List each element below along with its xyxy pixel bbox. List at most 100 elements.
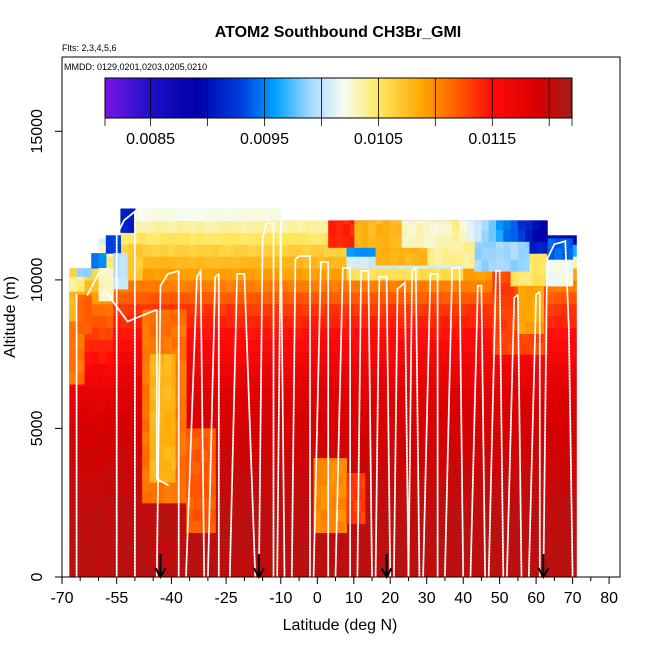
curtain-cell [441,481,450,495]
curtain-overlay-cell [171,458,176,471]
curtain-cell [69,398,78,412]
curtain-cell [211,327,220,340]
curtain-cell [361,244,369,257]
curtain-cell [262,458,271,471]
colorbar-segment [410,78,413,118]
curtain-overlay-cell [342,484,347,498]
curtain-cell [182,232,191,245]
curtain-cell [463,481,472,495]
curtain-cell [485,327,493,340]
curtain-cell [477,268,486,281]
curtain-cell [302,386,311,400]
curtain-cell [419,517,428,531]
curtain-overlay-cell [193,428,202,438]
curtain-cell [83,458,92,471]
curtain-cell [368,446,377,459]
colorbar-segment [416,78,419,118]
colorbar-segment [478,78,482,118]
curtain-overlay-cell [149,363,158,376]
curtain-overlay-cell [328,473,337,486]
curtain-cell [554,363,563,376]
curtain-cell [76,505,85,519]
curtain-cell [189,244,198,257]
curtain-overlay-cell [76,297,85,311]
flight-track [155,269,180,577]
curtain-cell [368,244,377,257]
curtain-cell [521,458,530,471]
curtain-cell [368,268,377,281]
curtain-cell [196,208,205,221]
curtain-cell [295,351,304,364]
curtain-cell [134,422,140,435]
curtain-cell [233,363,242,376]
colorbar-segment [334,78,338,118]
curtain-cell [295,244,304,257]
curtain-cell [145,291,154,305]
curtain-overlay-cell [142,443,151,456]
curtain-cell [554,470,563,483]
curtain-overlay-cell [164,386,172,400]
flight-track [86,267,111,296]
curtain-cell [397,422,406,435]
curtain-overlay-cell [156,410,165,424]
curtain-cell [226,208,234,221]
curtain-cell [463,458,472,471]
colorbar-segment [157,78,160,118]
curtain-overlay-cell [525,309,534,323]
curtain-cell [226,339,234,352]
curtain-cell [295,374,304,388]
curtain-cell [134,458,140,471]
curtain-overlay-cell [120,265,129,278]
curtain-cell [419,493,428,507]
curtain-cell [226,470,234,483]
colorbar-segment [320,78,324,118]
curtain-cell [160,505,169,519]
curtain-cell [196,256,205,269]
curtain-cell [568,363,577,376]
colorbar-segment [392,78,396,118]
curtain-cell [506,481,515,495]
curtain-cell [390,351,399,364]
colorbar-segment [256,78,260,118]
curtain-cell [233,374,242,388]
x-tick-label: -55 [105,590,128,607]
colorbar-segment [455,78,458,118]
curtain-cell [295,398,304,412]
curtain-cell [426,553,435,566]
curtain-cell [240,363,249,376]
curtain-cell [448,398,457,412]
curtain-overlay-cell [76,372,85,385]
curtain-cell [404,434,413,447]
curtain-cell [218,422,227,435]
curtain-cell [382,541,391,554]
curtain-cell [521,374,530,388]
curtain-overlay-cell [171,398,176,412]
curtain-cell [382,434,391,447]
colorbar-segment [177,78,180,118]
curtain-cell [463,422,472,435]
colorbar-segment [564,78,567,118]
curtain-cell [448,303,457,317]
curtain-overlay-cell [156,446,165,459]
curtain-cell [561,481,570,495]
curtain-cell [98,434,107,447]
curtain-cell [485,434,493,447]
curtain-cell [485,470,493,483]
colorbar-segment [346,78,349,118]
curtain-cell [448,493,457,507]
curtain-cell [189,565,198,577]
curtain-overlay-cell [481,229,490,242]
curtain-cell [240,565,249,577]
curtain-overlay-cell [412,247,420,254]
curtain-cell [262,315,271,328]
curtain-cell [120,493,129,507]
curtain-cell [506,565,515,577]
curtain-overlay-cell [164,434,172,447]
curtain-cell [426,374,435,388]
curtain-cell [470,470,479,483]
curtain-cell [310,220,318,233]
curtain-cell [288,268,296,281]
curtain-overlay-cell [397,235,402,248]
curtain-cell [302,374,311,388]
curtain-cell [554,410,563,424]
